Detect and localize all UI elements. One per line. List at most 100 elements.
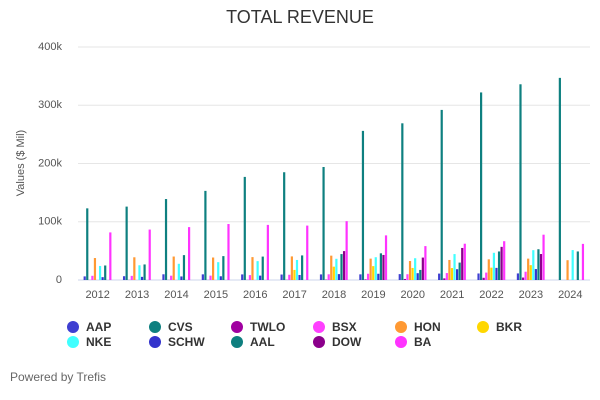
bar <box>125 206 128 280</box>
bar <box>448 259 451 280</box>
bar <box>209 275 212 280</box>
legend-text: BKR <box>496 320 522 334</box>
bar <box>259 275 262 280</box>
bar <box>443 278 446 280</box>
bar <box>455 269 459 280</box>
x-tick-label: 2018 <box>322 289 346 301</box>
bar <box>342 251 346 280</box>
bar <box>283 172 286 280</box>
bar <box>576 251 579 280</box>
x-tick-label: 2016 <box>243 289 267 301</box>
bar <box>212 257 215 280</box>
x-tick-label: 2023 <box>519 289 543 301</box>
legend-marker <box>149 321 161 333</box>
bar <box>164 199 168 280</box>
legend-text: CVS <box>168 320 193 334</box>
bar <box>571 250 574 280</box>
x-tick-label: 2015 <box>204 289 228 301</box>
y-tick-label: 0 <box>56 274 62 286</box>
bar <box>266 224 269 280</box>
bar <box>521 277 525 280</box>
bar <box>241 274 244 280</box>
bar <box>398 274 401 280</box>
bar <box>445 273 448 280</box>
x-tick-label: 2014 <box>164 289 188 301</box>
bar <box>256 261 259 280</box>
legend-text: BSX <box>332 320 357 334</box>
bar <box>519 84 522 280</box>
bar <box>411 267 414 280</box>
bar <box>497 251 501 280</box>
bar <box>133 257 136 280</box>
bar <box>143 264 146 280</box>
bar <box>382 254 385 280</box>
bar <box>542 234 545 280</box>
legend-marker <box>313 321 325 333</box>
bar <box>384 235 388 280</box>
x-tick-label: 2019 <box>361 289 385 301</box>
bar <box>524 271 527 280</box>
bar <box>148 229 151 280</box>
bar <box>492 252 496 280</box>
bar <box>243 176 246 280</box>
bar <box>301 255 304 280</box>
legend-text: HON <box>414 320 441 334</box>
legend-marker <box>67 336 79 348</box>
bar <box>374 257 377 280</box>
chart-title: TOTAL REVENUE <box>226 7 374 27</box>
bar <box>403 278 406 280</box>
bar <box>438 273 441 280</box>
bar <box>109 232 112 280</box>
bar <box>461 247 464 280</box>
bar <box>187 227 191 280</box>
bar <box>319 274 323 280</box>
bar <box>201 274 204 280</box>
bar <box>414 258 417 280</box>
bar <box>91 275 94 280</box>
bar <box>162 274 165 280</box>
bar <box>83 276 86 280</box>
bar <box>288 274 291 280</box>
bar <box>138 265 141 280</box>
bar <box>180 276 183 280</box>
y-axis-label: Values ($ Mil) <box>15 130 27 196</box>
bar <box>170 275 173 280</box>
x-tick-label: 2021 <box>440 289 464 301</box>
bar <box>463 243 466 280</box>
bar <box>421 257 424 280</box>
bar <box>330 255 333 280</box>
bar <box>248 275 252 280</box>
bar <box>86 208 89 280</box>
bar <box>482 277 485 280</box>
bar <box>130 275 133 280</box>
bar <box>204 190 207 280</box>
bar <box>372 266 375 280</box>
bar <box>581 243 585 280</box>
bar <box>295 259 299 280</box>
bar <box>251 257 254 280</box>
legend-text: BA <box>414 335 432 349</box>
bar <box>222 256 225 280</box>
bar <box>140 276 144 280</box>
x-tick-label: 2022 <box>479 289 503 301</box>
y-tick-label: 100k <box>38 216 62 228</box>
bar <box>566 260 569 280</box>
bar <box>177 263 180 280</box>
bar <box>337 274 341 280</box>
x-tick-label: 2012 <box>85 289 109 301</box>
footer: Powered by Trefis <box>10 370 106 384</box>
bar <box>322 166 325 280</box>
bar <box>172 256 175 280</box>
bar <box>332 266 335 280</box>
bar <box>377 273 380 280</box>
x-tick-label: 2017 <box>282 289 306 301</box>
bar <box>534 269 537 280</box>
legend-marker <box>231 336 243 348</box>
bar <box>340 254 343 280</box>
x-tick-label: 2020 <box>401 289 425 301</box>
bar <box>182 255 186 280</box>
bar <box>369 258 372 280</box>
bar <box>293 269 296 280</box>
legend-marker <box>67 321 79 333</box>
bar <box>401 123 404 281</box>
